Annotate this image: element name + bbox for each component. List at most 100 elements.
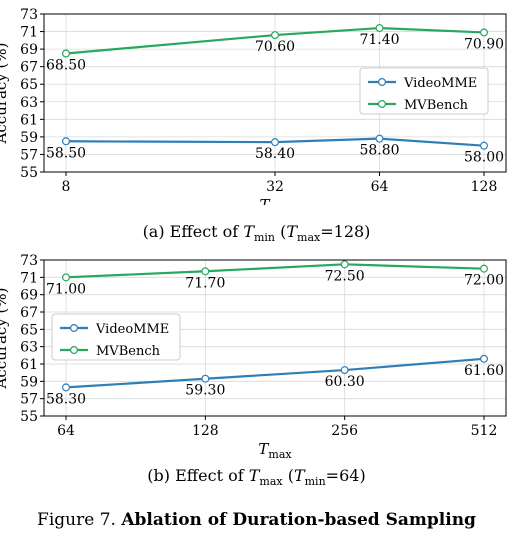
data-label: 72.00 [464,273,504,289]
data-point-mvbench [271,31,280,40]
y-tick-label: 73 [20,253,38,269]
legend-marker [378,77,387,86]
caption-a-param-sub: max [297,231,321,245]
x-axis-label-sub: min [269,204,290,205]
legend-box [51,313,181,361]
y-tick-label: 71 [20,270,38,286]
x-tick-label: 64 [371,179,389,195]
figure-caption-title: Ablation of Duration-based Sampling [121,510,476,530]
x-tick-label: 8 [62,179,71,195]
y-tick-label: 55 [20,165,38,181]
data-label: 71.70 [185,275,225,291]
y-tick-label: 65 [20,322,38,338]
legend-label-videomme: VideoMME [95,322,169,337]
series-line-videomme [65,137,485,147]
figure-caption-prefix: Figure 7. [37,510,116,530]
y-tick-label: 57 [20,392,38,408]
y-axis-label: Accuracy (%) [0,287,10,389]
data-point-videomme [271,138,280,147]
legend-label-videomme: VideoMME [403,76,477,91]
data-label: 58.40 [255,146,295,162]
plot-frame [43,259,507,417]
y-tick-label: 67 [20,305,38,321]
data-label: 59.30 [185,383,225,399]
x-axis-label-var: T [258,440,269,458]
y-tick-label: 59 [20,374,38,390]
data-point-videomme [480,354,489,363]
y-tick-label: 63 [20,340,38,356]
data-point-mvbench [375,24,384,33]
caption-a-sub: min [253,231,276,245]
caption-a-prefix: (a) Effect of [142,222,244,241]
data-label: 58.30 [46,391,86,407]
data-label: 70.60 [255,39,295,55]
y-tick-label: 57 [20,147,38,163]
caption-a-param-var: T [286,222,298,241]
data-point-videomme [340,366,349,375]
data-point-mvbench [340,260,349,269]
figure-caption: Figure 7. Ablation of Duration-based Sam… [0,510,513,530]
legend-label-mvbench: MVBench [96,344,161,359]
data-label: 58.00 [464,150,504,166]
caption-a-param-value: =128) [320,222,371,241]
data-label: 71.40 [359,32,399,48]
y-tick-label: 73 [20,7,38,23]
y-tick-label: 69 [20,42,38,58]
data-label: 71.00 [46,281,86,297]
caption-a: (a) Effect of Tmin (Tmax=128) [0,222,513,244]
legend: VideoMME MVBench [51,313,181,361]
x-tick-label: 128 [471,179,498,195]
data-point-mvbench [480,264,489,273]
data-label: 58.80 [359,143,399,159]
y-tick-label: 59 [20,130,38,146]
x-tick-label: 128 [192,423,219,439]
data-point-mvbench [201,267,210,276]
y-tick-label: 67 [20,60,38,76]
caption-b-paren: ( [282,466,294,485]
x-tick-label: 512 [471,423,498,439]
x-axis-label: Tmax [258,440,292,458]
caption-a-paren: ( [275,222,287,241]
y-tick-label: 65 [20,77,38,93]
data-point-videomme [480,141,489,150]
caption-b-param-sub: min [304,475,326,489]
data-point-videomme [375,134,384,143]
x-axis-label-var: T [259,196,270,205]
caption-b-prefix: (b) Effect of [147,466,249,485]
data-label: 72.50 [325,268,365,284]
x-axis-label-sub: max [268,448,292,458]
data-label: 61.60 [464,363,504,379]
caption-b-param-var: T [293,466,305,485]
legend-label-mvbench: MVBench [404,98,469,113]
y-tick-label: 71 [20,25,38,41]
data-point-videomme [61,137,70,146]
caption-b-param-value: =64) [325,466,366,485]
x-tick-label: 256 [331,423,358,439]
y-tick-label: 63 [20,95,38,111]
y-tick-label: 61 [20,112,38,128]
legend-marker [69,345,78,354]
series-line-mvbench [65,26,485,55]
y-axis-label: Accuracy (%) [0,42,10,144]
data-point-mvbench [61,273,70,282]
legend-marker [69,323,78,332]
y-tick-label: 55 [20,409,38,425]
x-tick-label: 64 [57,423,75,439]
data-point-videomme [201,374,210,383]
data-label: 58.50 [46,145,86,161]
series-line-videomme [65,357,485,389]
data-point-mvbench [61,49,70,58]
x-tick-label: 32 [266,179,284,195]
y-tick-label: 69 [20,288,38,304]
data-label: 70.90 [464,36,504,52]
x-axis-label: Tmin [259,196,290,205]
legend-marker [378,99,387,108]
y-tick-label: 61 [20,357,38,373]
data-label: 68.50 [46,58,86,74]
data-point-mvbench [480,28,489,37]
caption-b-var: T [248,466,260,485]
series-line-mvbench [65,263,485,279]
data-label: 60.30 [325,374,365,390]
